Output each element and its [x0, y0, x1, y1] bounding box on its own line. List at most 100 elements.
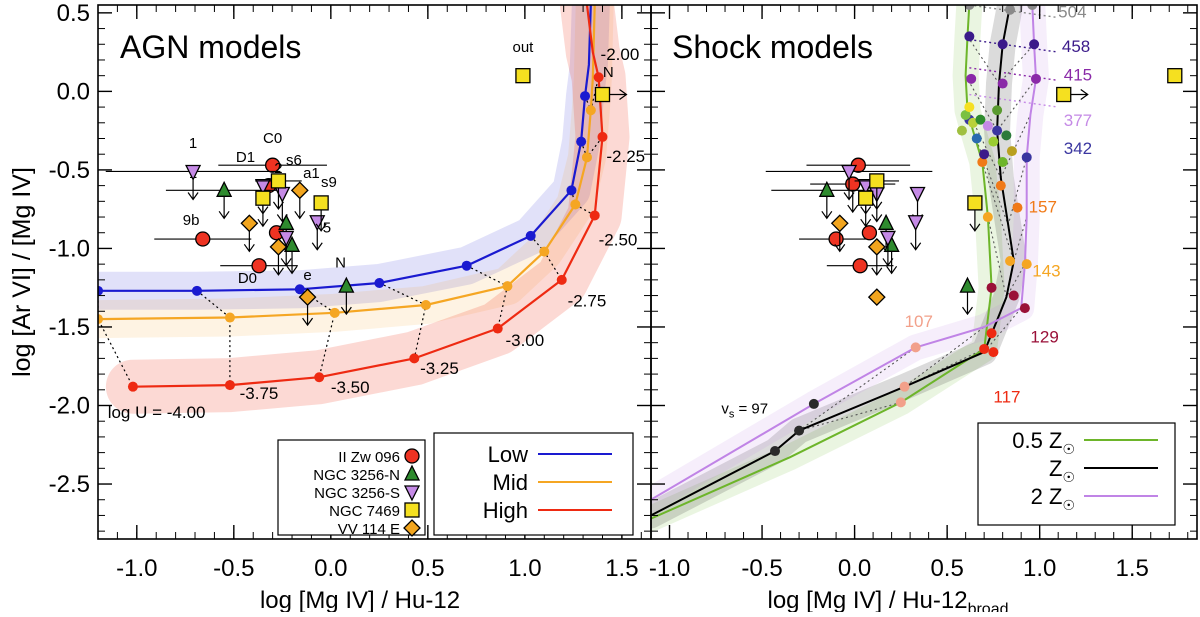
shock-point [1001, 130, 1012, 141]
logu-label: -3.25 [420, 359, 459, 378]
point-label: D1 [236, 149, 255, 166]
series-point-mid [570, 199, 581, 210]
point-label: a1 [303, 165, 320, 182]
shock-point [964, 5, 975, 10]
series-point-high [589, 210, 600, 221]
logu-label: -3.50 [331, 378, 370, 397]
x-tick-label: -1.0 [116, 555, 157, 582]
series-point-mid [224, 312, 235, 323]
legend-object-label: VV 114 E [338, 521, 400, 538]
series-point-low [294, 284, 305, 295]
data-point [909, 186, 926, 203]
shock-point [995, 180, 1006, 191]
x-tick-label: 1.0 [508, 555, 541, 582]
data-point [216, 180, 233, 197]
shock-line-0 [651, 5, 993, 520]
data-point [869, 173, 885, 189]
series-point-mid [98, 314, 103, 325]
shock-point [997, 39, 1008, 50]
legend-object-label: NGC 7469 [329, 503, 400, 520]
y-tick-label: 0.0 [57, 78, 90, 105]
shock-point [1021, 259, 1032, 270]
shock-point [975, 114, 986, 125]
shock-point [997, 157, 1008, 168]
velocity-label: 117 [993, 387, 1020, 406]
series-point-mid [502, 281, 513, 292]
data-point [274, 186, 291, 203]
legend-object-label: NGC 3256-N [313, 467, 400, 484]
data-point [861, 225, 878, 241]
data-point [878, 213, 895, 230]
data-point [515, 68, 531, 84]
data-point [283, 235, 301, 252]
velocity-connector [965, 75, 1037, 132]
x-tick-label: 0.0 [838, 555, 871, 582]
legend-object-marker [403, 464, 421, 481]
series-point-low [525, 230, 536, 241]
x-tick-label: -1.0 [649, 555, 690, 582]
shock-point [988, 136, 999, 147]
shock-point [997, 78, 1008, 89]
shock-point [977, 157, 988, 168]
shock-point [1030, 73, 1041, 84]
data-point [867, 237, 886, 256]
shock-point [794, 425, 805, 436]
panel-title-agn: AGN models [120, 29, 301, 65]
velocity-label: 157 [1029, 197, 1057, 216]
x-tick-label: 0.5 [930, 555, 963, 582]
x-tick-label: -0.5 [213, 555, 254, 582]
data-point [852, 258, 868, 274]
series-point-high [409, 353, 420, 364]
series-point-mid [420, 299, 431, 310]
shock-point [1021, 152, 1032, 163]
legend-metallicity-label: 2 Z☉ [1031, 484, 1075, 513]
point-label: N [335, 254, 346, 271]
point-label: 9b [183, 212, 200, 229]
point-label: 2 [274, 160, 282, 177]
shock-point [979, 149, 990, 160]
legend-object-marker [403, 485, 421, 502]
legend-metallicity-label: Z☉ [1049, 456, 1075, 485]
series-point-low [98, 285, 103, 296]
data-point [290, 181, 309, 200]
shock-point [992, 105, 1003, 116]
x-tick-label: -0.5 [741, 555, 782, 582]
point-label: s9 [321, 174, 337, 191]
shock-point [992, 125, 1003, 136]
shock-point [1005, 256, 1016, 267]
series-point-mid [329, 307, 340, 318]
series-point-low [580, 91, 591, 102]
point-label: C0 [263, 130, 282, 147]
series-point-low [461, 260, 472, 271]
data-point [879, 230, 896, 247]
series-point-high [224, 380, 235, 391]
data-point [828, 231, 844, 247]
point-label: out [513, 39, 535, 56]
shock-point [1012, 202, 1023, 213]
velocity-start-label: vs = 97 [721, 400, 768, 420]
series-point-mid [539, 246, 550, 257]
legend-metallicity [977, 422, 1176, 526]
legend-object-marker [404, 502, 420, 518]
y-tick-label: -2.5 [49, 471, 90, 498]
data-point [830, 214, 849, 233]
data-point [270, 173, 287, 189]
data-point [907, 215, 924, 232]
logu-label: -2.50 [599, 230, 638, 249]
shock-point [1006, 146, 1017, 157]
series-point-mid [585, 105, 596, 116]
series-point-low [191, 285, 202, 296]
shock-point [964, 102, 975, 113]
shock-point [895, 397, 906, 408]
shock-point [966, 73, 977, 84]
shock-point [1027, 5, 1038, 10]
data-point [278, 230, 295, 247]
legend-models [433, 432, 634, 536]
logu-label: -3.00 [505, 331, 544, 350]
legend-model-label: High [483, 498, 528, 523]
logu-label: -3.75 [240, 384, 279, 403]
x-tick-label: 1.5 [1116, 555, 1149, 582]
data-point [254, 178, 271, 196]
point-label: D0 [238, 270, 257, 287]
